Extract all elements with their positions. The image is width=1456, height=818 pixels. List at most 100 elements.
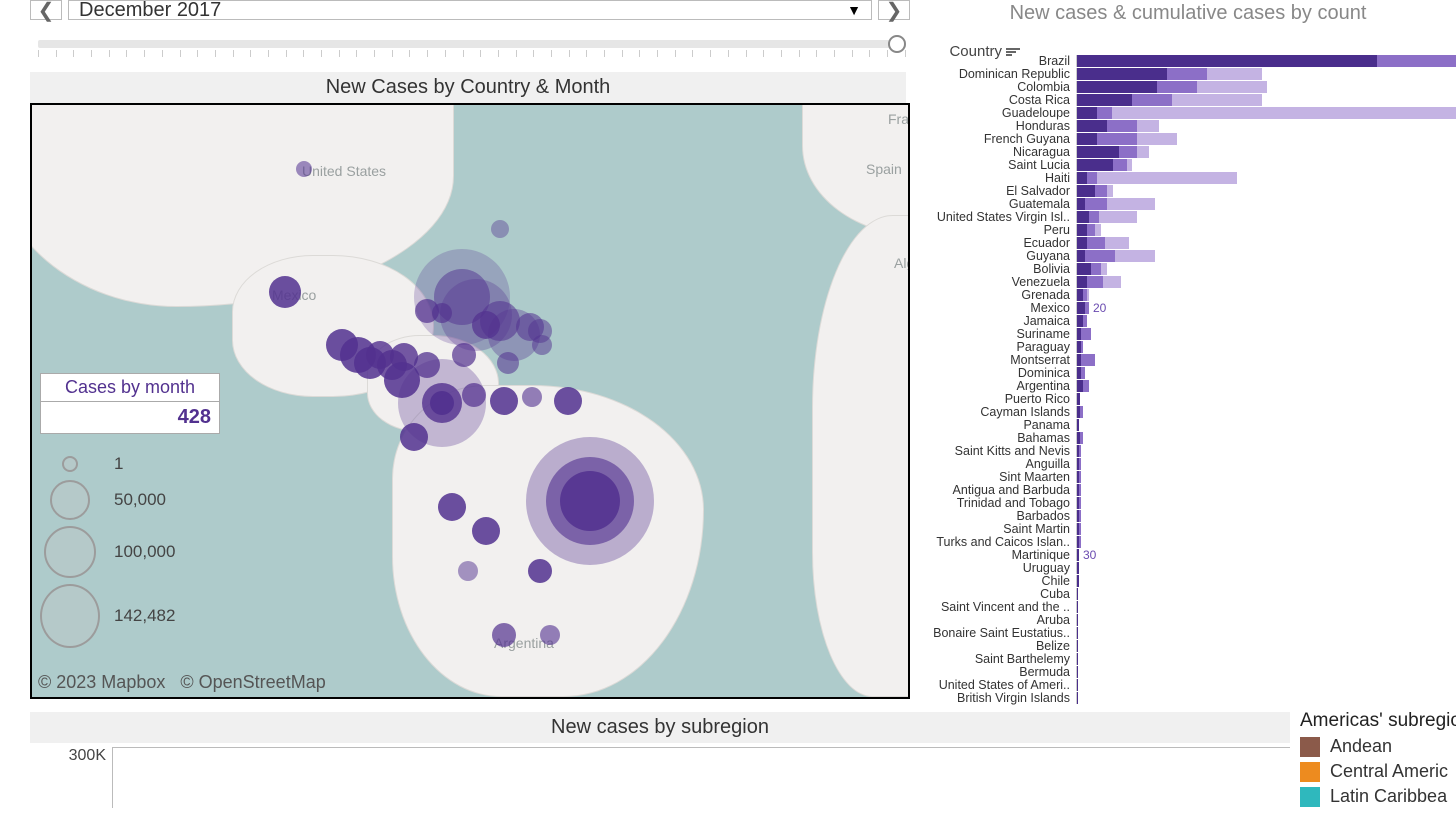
country-bar-row[interactable]: Dominica [920,366,1456,379]
country-bar-label: Guatemala [920,197,1076,211]
country-bar-row[interactable]: Suriname [920,327,1456,340]
map-viewport[interactable]: United StatesMexicoArgentinaFra..SpainAl… [30,103,910,699]
bar-track [1076,133,1456,145]
map-panel: New Cases by Country & Month United Stat… [30,72,906,699]
bar-segment [1077,406,1080,418]
country-bar-row[interactable]: Guyana [920,249,1456,262]
next-month-button[interactable]: ❯ [878,0,910,20]
subregion-legend-items: Andean Central Americ Latin Caribbea [1300,736,1456,807]
bar-segment [1077,68,1167,80]
country-bar-row[interactable]: Paraguay [920,340,1456,353]
country-bar-row[interactable]: Grenada [920,288,1456,301]
bar-segment [1077,185,1095,197]
country-bar-row[interactable]: Uruguay [920,561,1456,574]
country-bar-row[interactable]: United States of Ameri.. [920,678,1456,691]
country-bar-row[interactable]: Chile [920,574,1456,587]
country-bar-row[interactable]: Saint Vincent and the .. [920,600,1456,613]
bar-segment [1077,549,1079,561]
bar-track [1076,588,1456,600]
bar-segment [1077,536,1079,548]
country-bar-label: Argentina [920,379,1076,393]
chevron-left-icon: ❮ [38,0,55,23]
color-swatch [1300,787,1320,807]
bar-track [1076,510,1456,522]
subregion-legend-label: Central Americ [1330,761,1448,782]
dashboard-root: ❮ December 2017 ▼ ❯ New Cases by Country… [0,0,1456,818]
subregion-legend-item[interactable]: Central Americ [1300,761,1456,782]
country-bar-row[interactable]: Mexico20 [920,301,1456,314]
subregion-legend-item[interactable]: Latin Caribbea [1300,786,1456,807]
country-bar-row[interactable]: Dominican Republic [920,67,1456,80]
bar-track [1076,536,1456,548]
country-bar-row[interactable]: Barbados [920,509,1456,522]
country-bar-row[interactable]: Antigua and Barbuda [920,483,1456,496]
country-bar-label: Anguilla [920,457,1076,471]
country-bar-row[interactable]: Trinidad and Tobago [920,496,1456,509]
country-bar-row[interactable]: British Virgin Islands [920,691,1456,704]
country-bar-row[interactable]: Honduras [920,119,1456,132]
country-bar-row[interactable]: Costa Rica [920,93,1456,106]
country-bar-row[interactable]: Anguilla [920,457,1456,470]
bar-segment [1077,484,1079,496]
country-bar-row[interactable]: Turks and Caicos Islan.. [920,535,1456,548]
country-bar-label: Cayman Islands [920,405,1076,419]
country-bar-row[interactable]: Argentina [920,379,1456,392]
slider-ticks [38,50,906,62]
country-bar-row[interactable]: Aruba [920,613,1456,626]
country-bar-row[interactable]: Nicaragua [920,145,1456,158]
country-bar-row[interactable]: Montserrat [920,353,1456,366]
map-label: Spain [866,161,902,177]
country-bar-label: Suriname [920,327,1076,341]
country-bar-row[interactable]: Puerto Rico [920,392,1456,405]
country-bar-row[interactable]: French Guyana [920,132,1456,145]
country-bar-row[interactable]: Panama [920,418,1456,431]
country-bar-row[interactable]: Martinique30 [920,548,1456,561]
country-bar-row[interactable]: Ecuador [920,236,1456,249]
bar-segment [1077,237,1087,249]
country-bar-label: Puerto Rico [920,392,1076,406]
country-bar-row[interactable]: Peru [920,223,1456,236]
country-bar-row[interactable]: Venezuela [920,275,1456,288]
subregion-legend-item[interactable]: Andean [1300,736,1456,757]
prev-month-button[interactable]: ❮ [30,0,62,20]
country-bar-label: Costa Rica [920,93,1076,107]
timeline-slider[interactable] [38,34,906,64]
bar-segment [1077,81,1157,93]
bar-track [1076,484,1456,496]
bar-track [1076,653,1456,665]
country-bar-row[interactable]: Colombia [920,80,1456,93]
country-bar-row[interactable]: Guadeloupe [920,106,1456,119]
bar-segment [1077,627,1078,639]
country-bar-row[interactable]: Guatemala [920,197,1456,210]
country-bar-label: Saint Lucia [920,158,1076,172]
country-bar-row[interactable]: Saint Kitts and Nevis [920,444,1456,457]
country-bar-row[interactable]: El Salvador [920,184,1456,197]
subregion-plot[interactable] [112,747,1290,808]
bar-track [1076,601,1456,613]
country-bar-row[interactable]: Haiti [920,171,1456,184]
country-bar-row[interactable]: Bermuda [920,665,1456,678]
bar-track [1076,224,1456,236]
color-swatch [1300,762,1320,782]
bar-track [1076,172,1456,184]
country-bar-row[interactable]: Cuba [920,587,1456,600]
bar-segment [1077,55,1377,67]
country-bar-row[interactable]: Saint Barthelemy [920,652,1456,665]
bar-segment [1077,94,1132,106]
month-dropdown[interactable]: December 2017 ▼ [68,0,872,20]
country-bar-row[interactable]: Bonaire Saint Eustatius.. [920,626,1456,639]
country-bar-row[interactable]: Saint Martin [920,522,1456,535]
bar-track [1076,393,1456,405]
country-bar-label: British Virgin Islands [920,691,1076,705]
country-bar-row[interactable]: Jamaica [920,314,1456,327]
country-bar-row[interactable]: Saint Lucia [920,158,1456,171]
country-bar-row[interactable]: Cayman Islands [920,405,1456,418]
country-bar-row[interactable]: Sint Maarten [920,470,1456,483]
country-bar-row[interactable]: Belize [920,639,1456,652]
country-bar-row[interactable]: Brazil [920,54,1456,67]
bar-segment [1077,601,1078,613]
country-bar-row[interactable]: Bolivia [920,262,1456,275]
country-bar-row[interactable]: Bahamas [920,431,1456,444]
country-bar-row[interactable]: United States Virgin Isl.. [920,210,1456,223]
country-bar-label: El Salvador [920,184,1076,198]
